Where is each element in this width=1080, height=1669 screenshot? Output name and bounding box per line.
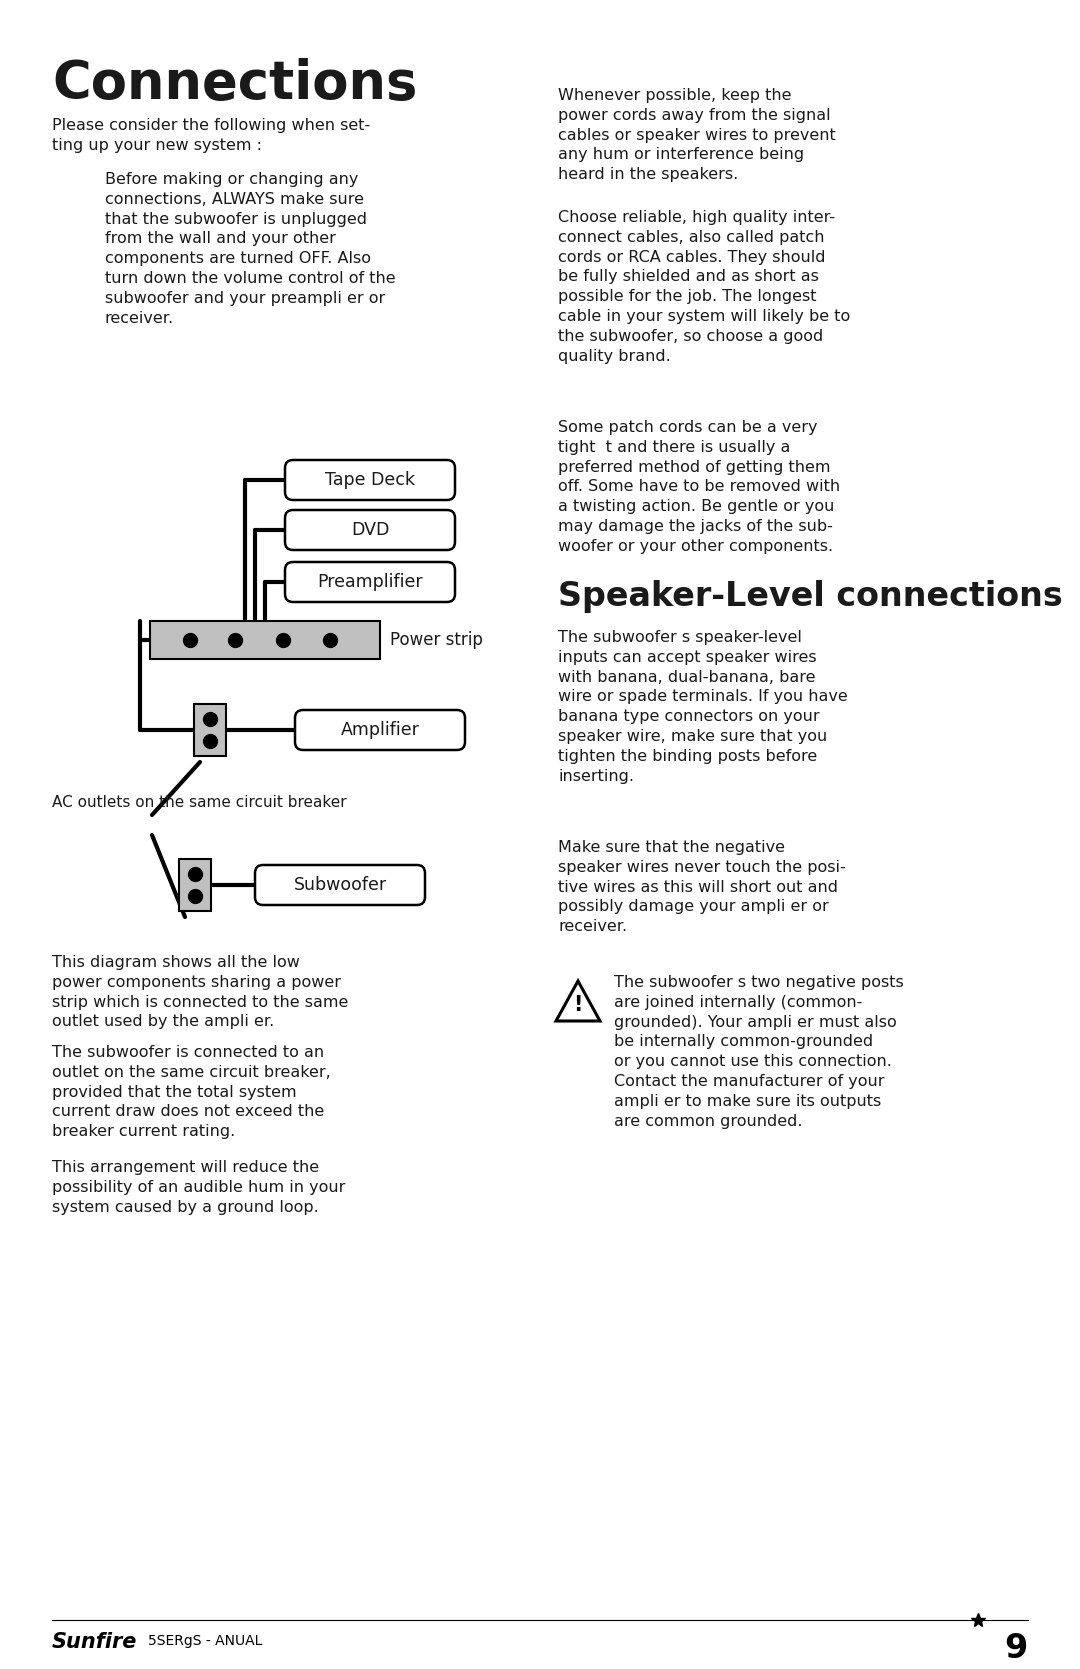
Text: This diagram shows all the low
power components sharing a power
strip which is c: This diagram shows all the low power com… (52, 955, 349, 1030)
Text: Make sure that the negative
speaker wires never touch the posi-
tive wires as th: Make sure that the negative speaker wire… (558, 840, 846, 935)
Text: Choose reliable, high quality inter-
connect cables, also called patch
cords or : Choose reliable, high quality inter- con… (558, 210, 850, 364)
Text: Power strip: Power strip (390, 631, 483, 649)
FancyBboxPatch shape (285, 511, 455, 551)
Text: 5SERgS - ANUAL: 5SERgS - ANUAL (148, 1634, 262, 1647)
Text: This arrangement will reduce the
possibility of an audible hum in your
system ca: This arrangement will reduce the possibi… (52, 1160, 346, 1215)
Text: The subwoofer is connected to an
outlet on the same circuit breaker,
provided th: The subwoofer is connected to an outlet … (52, 1045, 330, 1140)
Text: Sunfire: Sunfire (52, 1632, 137, 1652)
FancyBboxPatch shape (179, 860, 211, 911)
FancyBboxPatch shape (194, 704, 226, 756)
Text: Please consider the following when set-
ting up your new system :: Please consider the following when set- … (52, 118, 370, 154)
Text: Before making or changing any
connections, ALWAYS make sure
that the subwoofer i: Before making or changing any connection… (105, 172, 395, 325)
FancyBboxPatch shape (255, 865, 426, 905)
FancyBboxPatch shape (295, 709, 465, 749)
Text: Tape Deck: Tape Deck (325, 471, 415, 489)
Text: 9: 9 (1004, 1632, 1028, 1666)
Text: Preamplifier: Preamplifier (318, 572, 422, 591)
Text: The subwoofer s two negative posts
are joined internally (common-
grounded). You: The subwoofer s two negative posts are j… (615, 975, 904, 1128)
Text: The subwoofer s speaker-level
inputs can accept speaker wires
with banana, dual-: The subwoofer s speaker-level inputs can… (558, 629, 848, 784)
Text: DVD: DVD (351, 521, 389, 539)
Text: AC outlets on the same circuit breaker: AC outlets on the same circuit breaker (52, 794, 347, 809)
Text: Some patch cords can be a very
tight  t and there is usually a
preferred method : Some patch cords can be a very tight t a… (558, 421, 840, 554)
Text: Amplifier: Amplifier (340, 721, 419, 739)
Text: Whenever possible, keep the
power cords away from the signal
cables or speaker w: Whenever possible, keep the power cords … (558, 88, 836, 182)
Text: Subwoofer: Subwoofer (294, 876, 387, 895)
FancyBboxPatch shape (150, 621, 380, 659)
FancyBboxPatch shape (285, 461, 455, 501)
Text: !: ! (573, 995, 583, 1015)
Text: Speaker-Level connections: Speaker-Level connections (558, 581, 1063, 613)
FancyBboxPatch shape (285, 562, 455, 603)
Text: Connections: Connections (52, 58, 417, 110)
